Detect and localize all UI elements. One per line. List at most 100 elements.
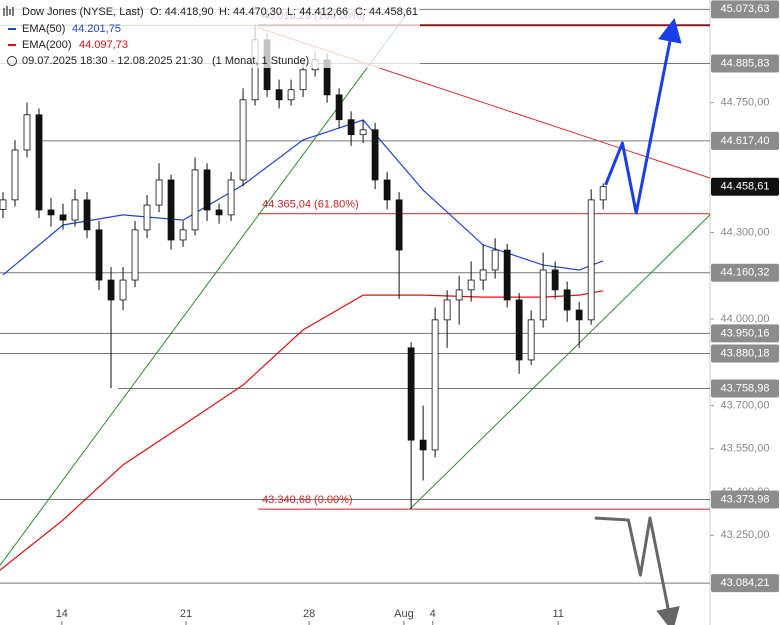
level-label: 43.880,18 (721, 347, 770, 359)
candle-body (527, 319, 535, 361)
ema-line (2, 119, 604, 276)
level-label: 43.084,21 (721, 577, 770, 589)
candle-body (587, 199, 595, 321)
candle-body (395, 199, 403, 251)
level-label: 44.160,32 (721, 267, 770, 279)
high: H: 44.470,30 (219, 6, 282, 18)
fib-label: 44.365,04 (61.80%) (262, 199, 359, 211)
level-label: 43.950,16 (721, 327, 770, 339)
level-box (711, 324, 779, 343)
candle-body (479, 269, 487, 281)
level-box (711, 54, 779, 73)
candle-body (47, 209, 55, 216)
legend-value: 44.097,73 (79, 39, 128, 51)
candle-body (35, 114, 43, 211)
candle-body (371, 129, 379, 181)
candle-body (299, 69, 307, 91)
open: O: 44.418,90 (150, 6, 214, 18)
fib-label: 43.340,68 (0.00%) (262, 494, 353, 506)
candle-body (431, 319, 439, 451)
candle-body (563, 289, 571, 311)
candle-body (71, 199, 79, 221)
chart-title: Dow Jones (NYSE, Last) (22, 6, 144, 18)
chart-icon (3, 6, 14, 16)
level-label: 44.617,40 (721, 135, 770, 147)
trendline (409, 214, 711, 510)
x-tick-label: Aug (394, 608, 414, 620)
y-tick-label: 44.000,00 (721, 313, 770, 325)
candle-body (131, 229, 139, 281)
level-box (711, 574, 779, 593)
level-label: 44.458,61 (721, 181, 770, 193)
candle-body (407, 347, 415, 441)
legend-label: EMA(50) (22, 23, 65, 35)
trendline (0, 9, 411, 566)
level-box (711, 177, 779, 196)
candle-body (155, 179, 163, 206)
candle-body (551, 269, 559, 291)
candle-body (23, 114, 31, 151)
x-tick-label: 11 (552, 608, 563, 620)
y-tick-label: 43.250,00 (721, 529, 770, 541)
candle-body (59, 214, 67, 221)
candle-body (491, 249, 499, 271)
level-label: 45.073,63 (721, 3, 770, 15)
candle-body (383, 179, 391, 201)
y-tick-label: 43.550,00 (721, 443, 770, 455)
y-tick-label: 43.700,00 (721, 399, 770, 411)
candle-body (119, 279, 127, 301)
candle-body (239, 99, 247, 181)
candle-body (191, 169, 199, 231)
candle-body (0, 199, 7, 210)
ema-line (0, 290, 604, 571)
candle-body (515, 299, 523, 361)
candle-body (467, 279, 475, 291)
candle-body (419, 439, 427, 451)
period: 09.07.2025 18:30 - 12.08.2025 21:30 (22, 55, 203, 67)
candle-body (335, 94, 343, 121)
legend-label: EMA(200) (22, 39, 72, 51)
candle-body (167, 179, 175, 241)
level-box (711, 131, 779, 150)
candle-body (443, 299, 451, 321)
candle-body (107, 279, 115, 301)
projection-arrow (594, 516, 680, 625)
x-tick-label: 28 (303, 608, 315, 620)
candle-body (143, 204, 151, 231)
candle-body (347, 119, 355, 136)
candle-body (455, 289, 463, 301)
candle-body (575, 309, 583, 321)
candle-body (539, 269, 547, 321)
y-tick-label: 44.750,00 (721, 97, 770, 109)
candle-body (503, 249, 511, 301)
clock-icon (7, 56, 17, 66)
level-box (711, 344, 779, 363)
candle-body (275, 89, 283, 101)
close: C: 44.458,61 (355, 6, 418, 18)
candle-body (227, 179, 235, 216)
candle-body (95, 229, 103, 281)
level-label: 43.758,98 (721, 382, 770, 394)
level-box (711, 263, 779, 282)
low: L: 44.412,66 (287, 6, 348, 18)
candle-body (203, 169, 211, 211)
candle-body (599, 186, 607, 201)
level-box (711, 379, 779, 398)
header: Dow Jones (NYSE, Last) O: 44.418,90 H: 4… (0, 0, 420, 68)
candle-body (287, 89, 295, 101)
candle-body (359, 129, 367, 136)
x-tick-label: 14 (56, 608, 68, 620)
legend-value: 44.201,75 (72, 23, 121, 35)
candle-body (179, 229, 187, 241)
level-box (711, 0, 779, 19)
projection-arrow (604, 17, 682, 215)
level-label: 44.885,83 (721, 57, 770, 69)
x-tick-label: 21 (180, 608, 192, 620)
y-tick-label: 44.300,00 (721, 226, 770, 238)
header-bg (0, 0, 420, 68)
level-box (711, 490, 779, 509)
candle-body (11, 149, 19, 201)
interval: (1 Monat, 1 Stunde) (212, 55, 309, 67)
level-label: 43.373,98 (721, 493, 770, 505)
